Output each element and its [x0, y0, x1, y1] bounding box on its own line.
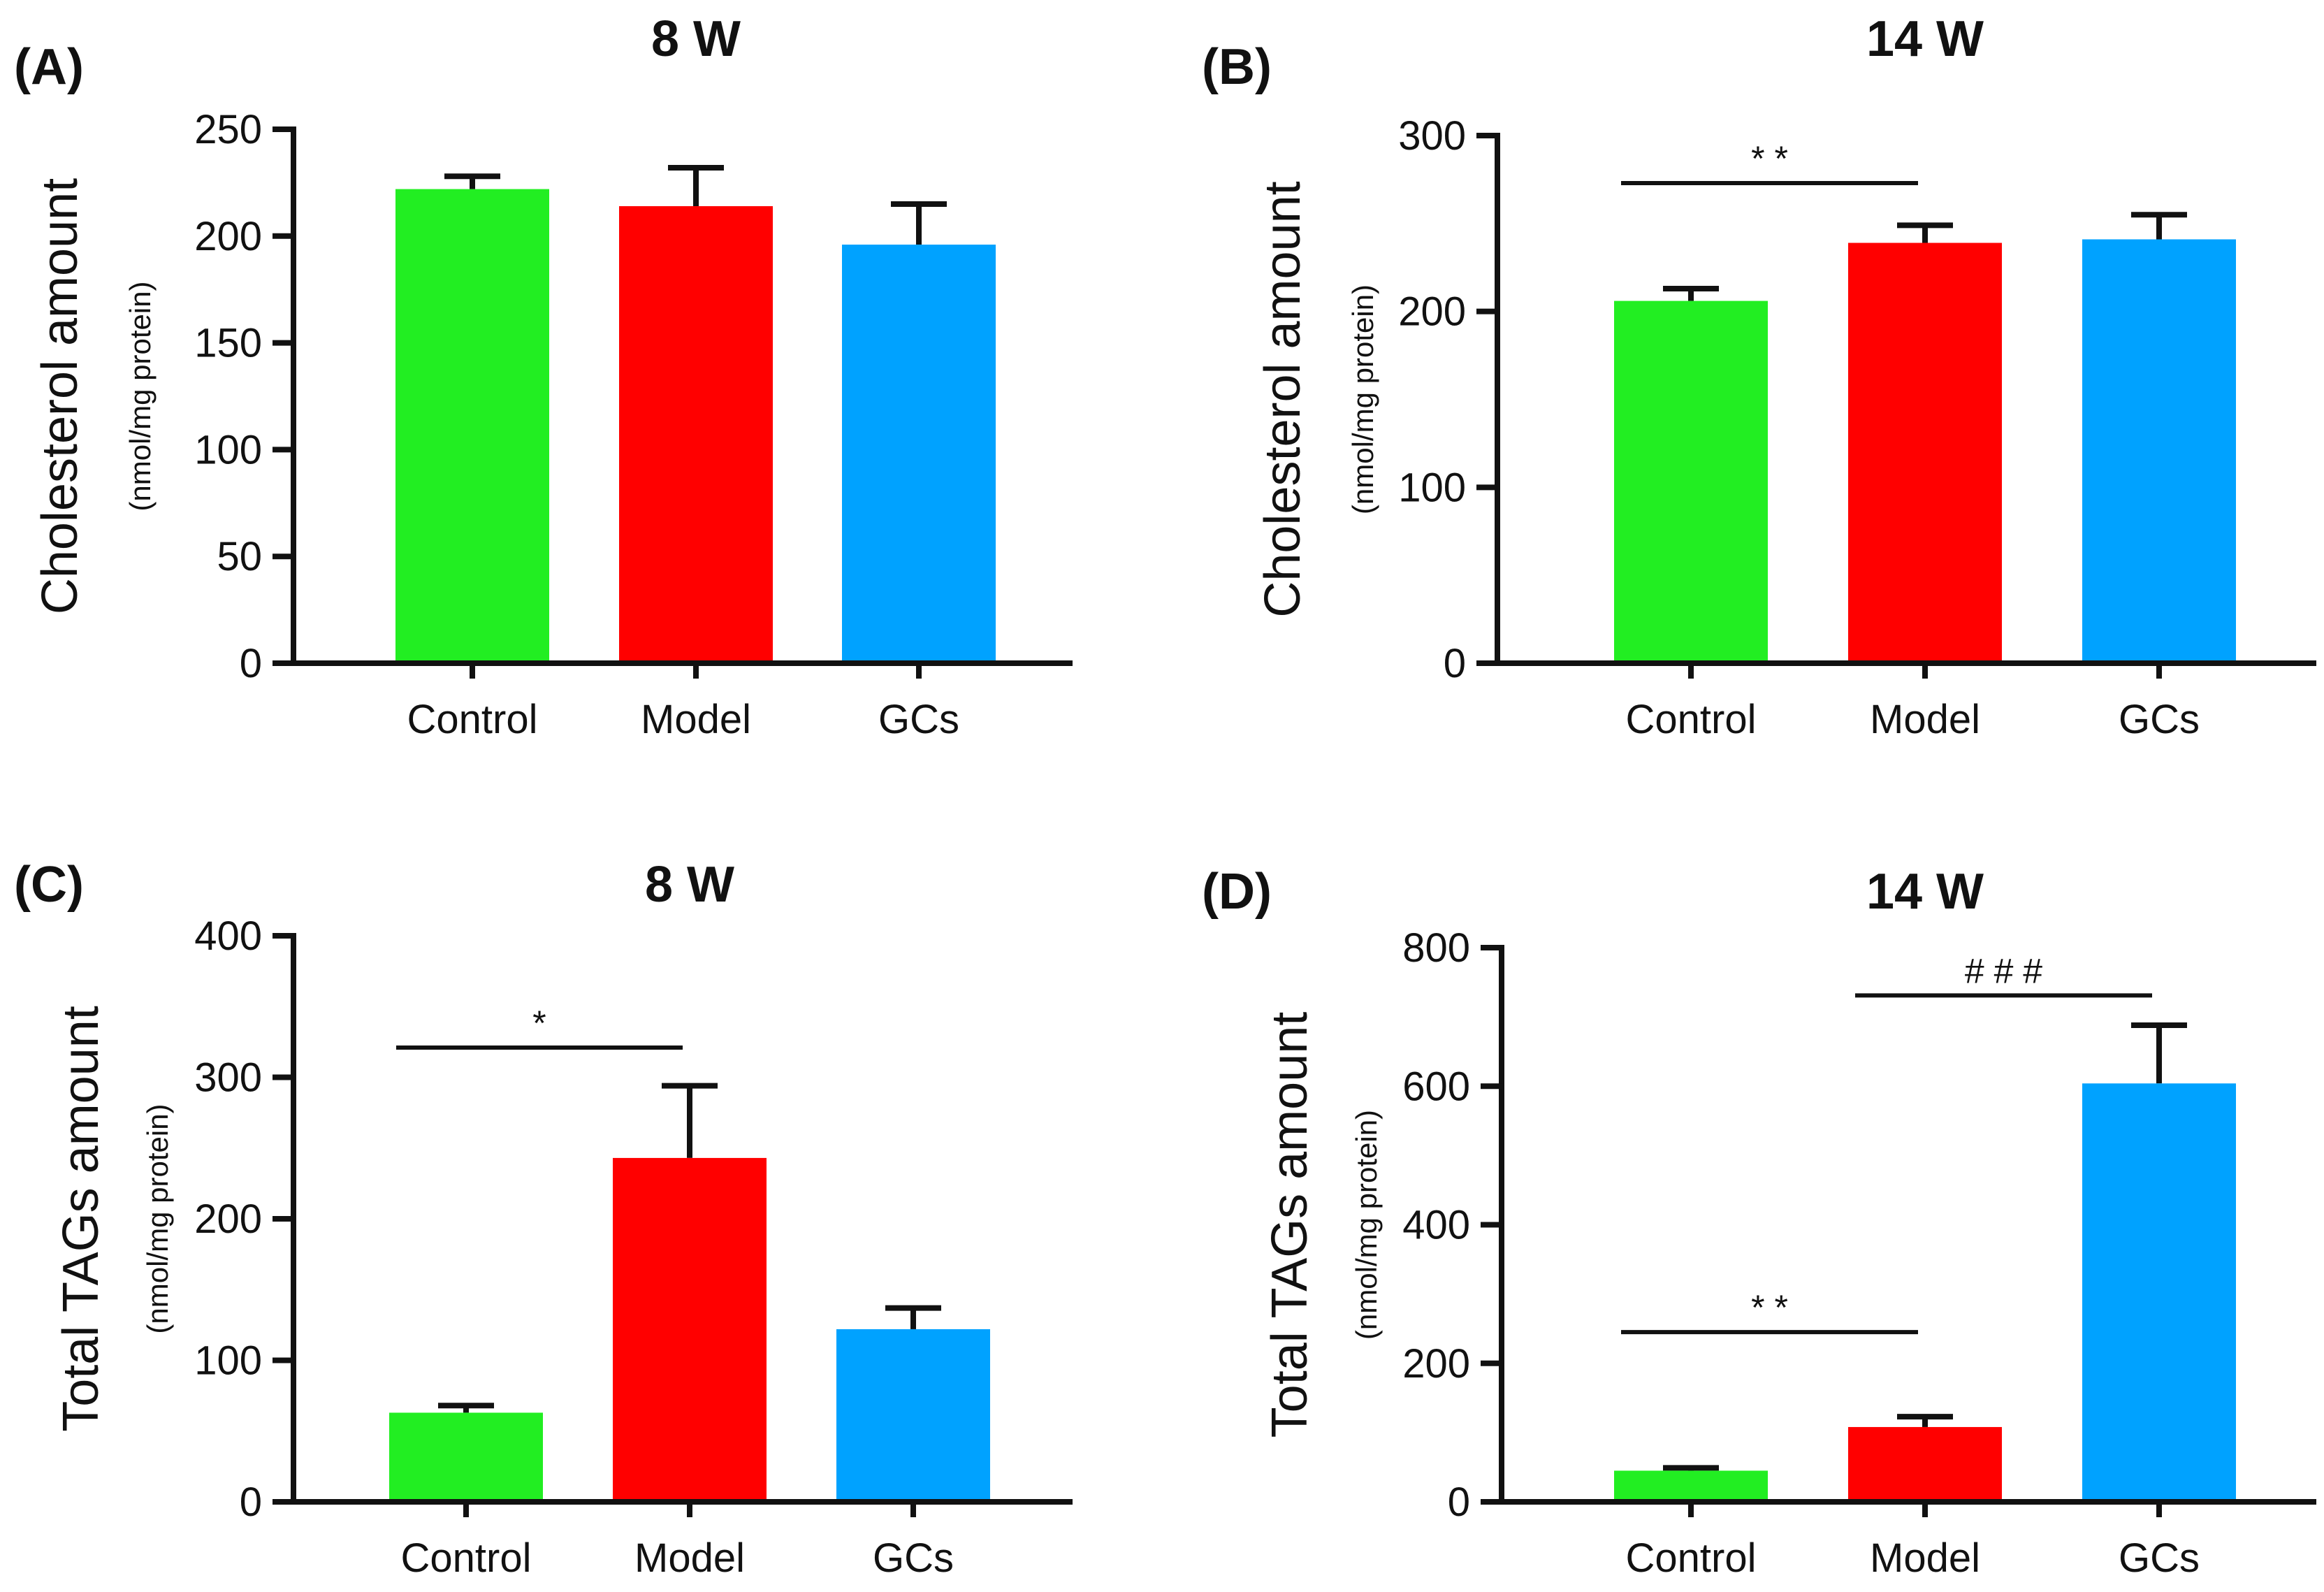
significance-label: * *: [1751, 1288, 1788, 1327]
x-tick-label: GCs: [873, 1535, 954, 1581]
bar-model: [613, 1157, 767, 1502]
chart-title: 8 W: [651, 11, 741, 67]
y-tick-label: 100: [194, 427, 262, 472]
x-tick-label: GCs: [2119, 1535, 2200, 1581]
y-tick-label: 100: [194, 1338, 262, 1384]
y-tick-label: 400: [1402, 1203, 1470, 1248]
panel-label: (B): [1202, 39, 1272, 95]
bar-control: [395, 189, 549, 663]
x-tick-label: Control: [401, 1535, 532, 1581]
x-tick-label: GCs: [2119, 697, 2200, 742]
y-tick-label: 300: [1398, 113, 1466, 159]
panel-label: (D): [1202, 864, 1272, 920]
y-tick-label: 0: [240, 1479, 262, 1525]
x-tick-label: Control: [407, 697, 538, 742]
y-tick-label: 150: [194, 321, 262, 366]
significance-label: # # #: [1965, 951, 2042, 990]
significance-label: *: [532, 1004, 546, 1043]
panel-d: (D) 14 W Total TAGs amount (nmol/mg protein…: [1202, 864, 2316, 1581]
chart-title: 14 W: [1866, 11, 1984, 67]
x-tick-label: GCs: [878, 697, 959, 742]
y-tick-label: 0: [240, 641, 262, 686]
bar-gcs: [836, 1329, 990, 1502]
panel-label: (C): [14, 857, 84, 913]
y-axis-label: Cholesterol amount: [32, 178, 88, 614]
panel-a: (A) 8 W Cholesterol amount (nmol/mg protein…: [14, 11, 1073, 742]
y-axis-sublabel: (nmol/mg protein): [1346, 284, 1379, 514]
y-axis-label: Cholesterol amount: [1255, 181, 1311, 617]
y-tick-label: 0: [1448, 1479, 1470, 1525]
x-tick-label: Model: [1870, 1535, 1980, 1581]
y-axis-sublabel: (nmol/mg protein): [141, 1103, 174, 1333]
chart-title: 14 W: [1866, 864, 1984, 920]
x-tick-label: Model: [634, 1535, 745, 1581]
y-tick-label: 0: [1444, 641, 1466, 686]
y-tick-label: 250: [194, 107, 262, 152]
y-tick-label: 600: [1402, 1064, 1470, 1109]
bar-model: [1848, 1426, 2002, 1502]
x-tick-label: Control: [1626, 1535, 1757, 1581]
y-tick-label: 100: [1398, 465, 1466, 510]
y-tick-label: 200: [1398, 289, 1466, 335]
bar-model: [1848, 243, 2002, 663]
y-tick-label: 400: [194, 913, 262, 959]
chart-title: 8 W: [645, 857, 734, 913]
y-axis-sublabel: (nmol/mg protein): [1350, 1110, 1383, 1340]
y-axis-label: Total TAGs amount: [53, 1006, 109, 1432]
bar-gcs: [842, 245, 996, 663]
bar-control: [1614, 1470, 1768, 1502]
bar-control: [1614, 301, 1768, 664]
bar-control: [389, 1412, 543, 1502]
x-tick-label: Control: [1626, 697, 1757, 742]
panel-c: (C) 8 W Total TAGs amount (nmol/mg protein)…: [14, 857, 1073, 1581]
bar-gcs: [2082, 239, 2236, 663]
y-tick-label: 300: [194, 1055, 262, 1101]
panel-label: (A): [14, 39, 84, 95]
bar-model: [619, 206, 773, 663]
significance-label: * *: [1751, 139, 1788, 178]
y-axis-label: Total TAGs amount: [1262, 1012, 1318, 1438]
y-tick-label: 50: [217, 534, 262, 579]
panel-b: (B) 14 W Cholesterol amount (nmol/mg protei…: [1202, 11, 2316, 742]
y-tick-label: 800: [1402, 925, 1470, 971]
bar-gcs: [2082, 1083, 2236, 1502]
y-axis-sublabel: (nmol/mg protein): [124, 281, 157, 511]
x-tick-label: Model: [1870, 697, 1980, 742]
y-tick-label: 200: [194, 214, 262, 259]
x-tick-label: Model: [641, 697, 751, 742]
y-tick-label: 200: [194, 1196, 262, 1242]
y-tick-label: 200: [1402, 1341, 1470, 1387]
